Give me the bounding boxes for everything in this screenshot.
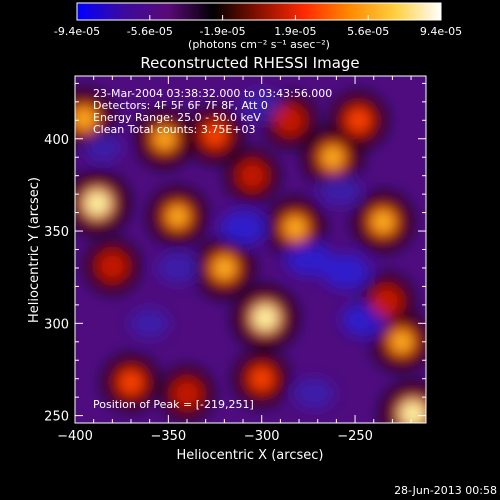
heatmap-cool-spot xyxy=(219,209,267,245)
heatmap-cool-spot xyxy=(240,89,284,122)
axis-ticks: −400 −350 −300 −250 250 300 350 400 xyxy=(44,76,426,444)
heatmap-hot-core xyxy=(178,384,196,403)
y-tick-label: 250 xyxy=(44,410,69,425)
heatmap-hot-core xyxy=(284,216,307,239)
colorbar-tick-label: -1.9e-05 xyxy=(199,25,245,38)
heatmap-hot-core xyxy=(75,107,96,130)
colorbar-tick-label: 1.9e-05 xyxy=(274,25,316,38)
heatmap-hot-core xyxy=(252,304,279,331)
colorbar-units-label: (photons cm⁻² s⁻¹ asec⁻²) xyxy=(188,38,330,51)
heatmap-cool-spot xyxy=(293,377,335,410)
colorbar-tick-label: -5.6e-05 xyxy=(127,25,173,38)
colorbar-tick-label: 9.4e-05 xyxy=(420,25,462,38)
heatmap-hot-core xyxy=(371,210,395,234)
x-tick-label: −350 xyxy=(150,429,186,444)
heatmap-hot-core xyxy=(154,128,176,150)
generation-timestamp: 28-Jun-2013 00:58 xyxy=(394,484,497,497)
heatmap-hot-core xyxy=(252,369,272,389)
x-tick-label: −250 xyxy=(337,429,373,444)
heatmap-hot-core xyxy=(212,256,236,280)
plot-area: −400 −350 −300 −250 250 300 350 400 23-Mar-2004… xyxy=(44,75,427,444)
heatmap-hot-core xyxy=(321,146,344,169)
y-tick-label: 350 xyxy=(44,225,69,240)
heatmap-hot-core xyxy=(103,257,122,276)
heatmap-hot-core xyxy=(348,110,369,131)
y-tick-label: 400 xyxy=(44,133,69,148)
x-axis-label: Heliocentric X (arcsec) xyxy=(177,448,324,463)
heatmap-hot-core xyxy=(243,167,261,185)
heatmap-cool-spot xyxy=(156,252,199,284)
colorbar-bar xyxy=(76,2,442,21)
heatmap-hot-core xyxy=(399,400,426,423)
heatmap-cool-spot xyxy=(321,253,370,290)
heatmap-layer xyxy=(75,88,426,423)
annotation-detectors: Detectors: 4F 5F 6F 7F 8F, Att 0 xyxy=(93,99,268,112)
x-tick-label: −400 xyxy=(57,429,93,444)
y-axis-label: Heliocentric Y (arcsec) xyxy=(27,177,42,323)
heatmap-hot-core xyxy=(280,111,299,130)
x-tick-label: −300 xyxy=(244,429,280,444)
heatmap-hot-core xyxy=(377,292,396,311)
heatmap-cool-spot xyxy=(285,241,332,277)
heatmap-hot-core xyxy=(84,190,111,217)
annotation-energy-range: Energy Range: 25.0 - 50.0 keV xyxy=(93,111,261,124)
chart-title: Reconstructed RHESSI Image xyxy=(140,54,359,72)
colorbar-tick-label: 5.6e-05 xyxy=(347,25,389,38)
annotation-time-range: 23-Mar-2004 03:38:32.000 to 03:43:56.000 xyxy=(93,87,332,100)
colorbar: -9.4e-05 -5.6e-05 -1.9e-05 1.9e-05 5.6e-05 9.… xyxy=(54,2,462,51)
annotation-clean-counts: Clean Total counts: 3.75E+03 xyxy=(93,123,256,136)
colorbar-ticks: -9.4e-05 -5.6e-05 -1.9e-05 1.9e-05 5.6e-05 9.… xyxy=(54,15,462,38)
heatmap-cool-spot xyxy=(129,308,170,339)
heatmap-hot-core xyxy=(121,372,141,393)
y-tick-label: 300 xyxy=(44,317,69,332)
peak-position-label: Position of Peak = [-219,251] xyxy=(93,398,254,411)
heatmap-hot-core xyxy=(167,205,189,227)
heatmap-cool-spot xyxy=(319,174,361,207)
annotation-block: 23-Mar-2004 03:38:32.000 to 03:43:56.000… xyxy=(93,87,332,136)
heatmap-hot-core xyxy=(205,125,225,145)
colorbar-tick-label: -9.4e-05 xyxy=(54,25,100,38)
heatmap-hot-core xyxy=(390,330,413,353)
heatmap-cool-spot xyxy=(83,133,123,163)
